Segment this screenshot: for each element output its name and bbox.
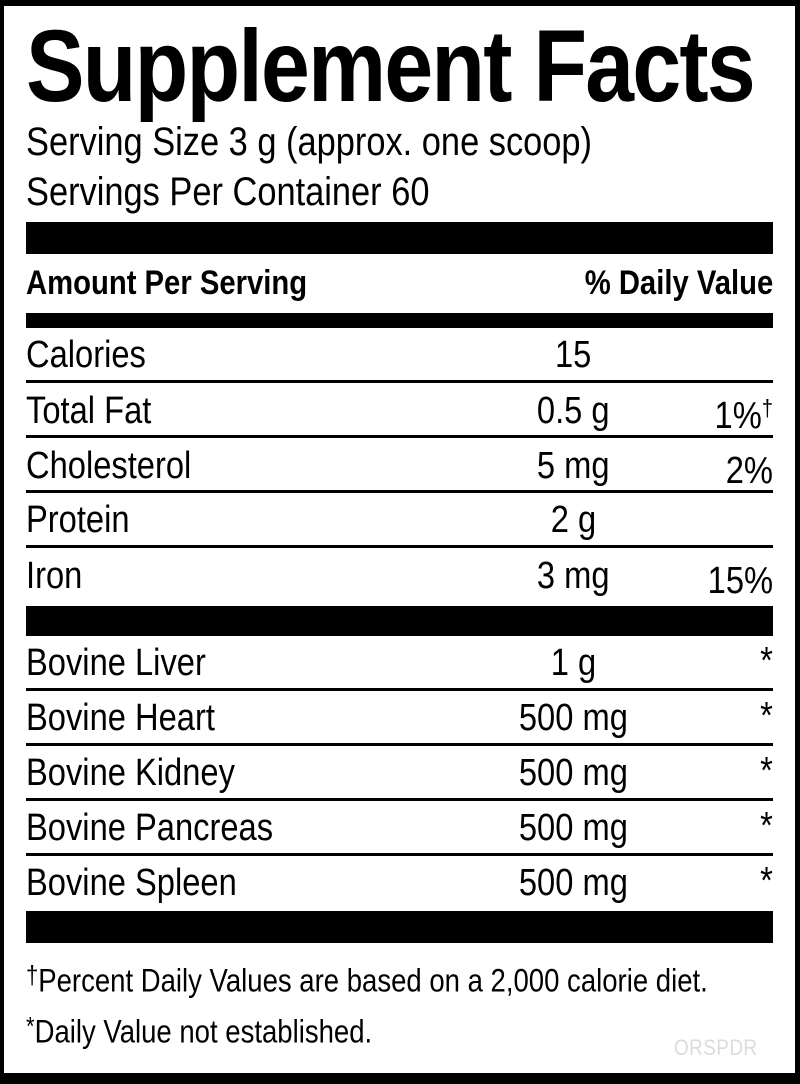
servings-per-container-line: Servings Per Container 60 — [26, 170, 430, 214]
asterisk-mark: * — [760, 695, 773, 737]
asterisk-mark: * — [760, 805, 773, 847]
ingredient-row-bovine-spleen: Bovine Spleen 500 mg * — [26, 856, 773, 911]
ingredient-name: Bovine Spleen — [26, 862, 237, 904]
nutrient-daily-value: 2% — [725, 449, 773, 492]
asterisk-mark: * — [760, 860, 773, 902]
ingredient-row-bovine-liver: Bovine Liver 1 g * — [26, 636, 773, 691]
ingredient-amount: 500 mg — [518, 807, 628, 849]
nutrient-daily-value — [653, 493, 773, 543]
nutrient-name: Iron — [26, 555, 83, 598]
ingredients-table: Bovine Liver 1 g * Bovine Heart 500 mg *… — [26, 636, 773, 911]
nutrient-amount: 0.5 g — [536, 390, 610, 433]
table-header-row: Amount Per Serving % Daily Value — [26, 254, 773, 313]
ingredient-amount: 500 mg — [518, 862, 628, 904]
section-divider-bar-bottom — [26, 911, 773, 943]
footnote-daily-values: †Percent Daily Values are based on a 2,0… — [26, 962, 708, 999]
nutrient-amount: 5 mg — [536, 445, 610, 488]
nutrient-name: Cholesterol — [26, 445, 192, 488]
section-divider-bar-top — [26, 222, 773, 254]
nutrient-daily-value: 15% — [707, 559, 773, 602]
ingredient-daily-value: * — [653, 691, 773, 741]
daily-value-header: % Daily Value — [584, 264, 773, 302]
nutrient-amount: 15 — [554, 334, 592, 376]
ingredient-amount: 500 mg — [518, 752, 628, 794]
ingredient-amount: 500 mg — [518, 697, 628, 739]
nutrients-table: Calories 15 Total Fat 0.5 g 1%† Choleste… — [26, 328, 773, 603]
nutrient-name: Calories — [26, 334, 146, 376]
nutrient-row-calories: Calories 15 — [26, 328, 773, 383]
header-divider-bar — [26, 313, 773, 328]
asterisk-mark: * — [26, 1012, 35, 1041]
nutrient-row-protein: Protein 2 g — [26, 493, 773, 548]
watermark-text: ORSPDR — [673, 1035, 758, 1060]
ingredient-name: Bovine Kidney — [26, 752, 235, 794]
dagger-mark: † — [761, 395, 773, 421]
serving-size-line: Serving Size 3 g (approx. one scoop) — [26, 120, 593, 164]
nutrient-name: Protein — [26, 499, 130, 541]
ingredient-row-bovine-kidney: Bovine Kidney 500 mg * — [26, 746, 773, 801]
ingredient-row-bovine-heart: Bovine Heart 500 mg * — [26, 691, 773, 746]
asterisk-mark: * — [760, 750, 773, 792]
amount-per-serving-header: Amount Per Serving — [26, 264, 308, 302]
nutrient-row-iron: Iron 3 mg 15% — [26, 548, 773, 603]
ingredient-amount: 1 g — [550, 642, 596, 684]
ingredient-daily-value: * — [653, 746, 773, 796]
footnote-dv-not-established: *Daily Value not established. — [26, 1012, 373, 1050]
ingredient-daily-value: * — [653, 856, 773, 906]
nutrient-amount: 2 g — [550, 499, 596, 541]
asterisk-mark: * — [760, 640, 773, 682]
title-row: Supplement Facts — [26, 9, 773, 123]
nutrient-amount: 3 mg — [536, 555, 610, 598]
ingredient-daily-value: * — [653, 636, 773, 686]
ingredient-name: Bovine Pancreas — [26, 807, 274, 849]
ingredient-name: Bovine Heart — [26, 697, 215, 739]
nutrient-name: Total Fat — [26, 390, 152, 433]
ingredient-daily-value: * — [653, 801, 773, 851]
ingredient-name: Bovine Liver — [26, 642, 206, 684]
section-divider-bar-middle — [26, 606, 773, 636]
nutrient-daily-value — [653, 328, 773, 378]
dagger-mark: † — [26, 962, 39, 990]
ingredient-row-bovine-pancreas: Bovine Pancreas 500 mg * — [26, 801, 773, 856]
nutrient-row-total-fat: Total Fat 0.5 g 1%† — [26, 383, 773, 438]
nutrient-daily-value: 1%† — [714, 394, 773, 437]
nutrient-row-cholesterol: Cholesterol 5 mg 2% — [26, 438, 773, 493]
footnotes: †Percent Daily Values are based on a 2,0… — [26, 943, 773, 1054]
panel-title: Supplement Facts — [26, 9, 756, 123]
